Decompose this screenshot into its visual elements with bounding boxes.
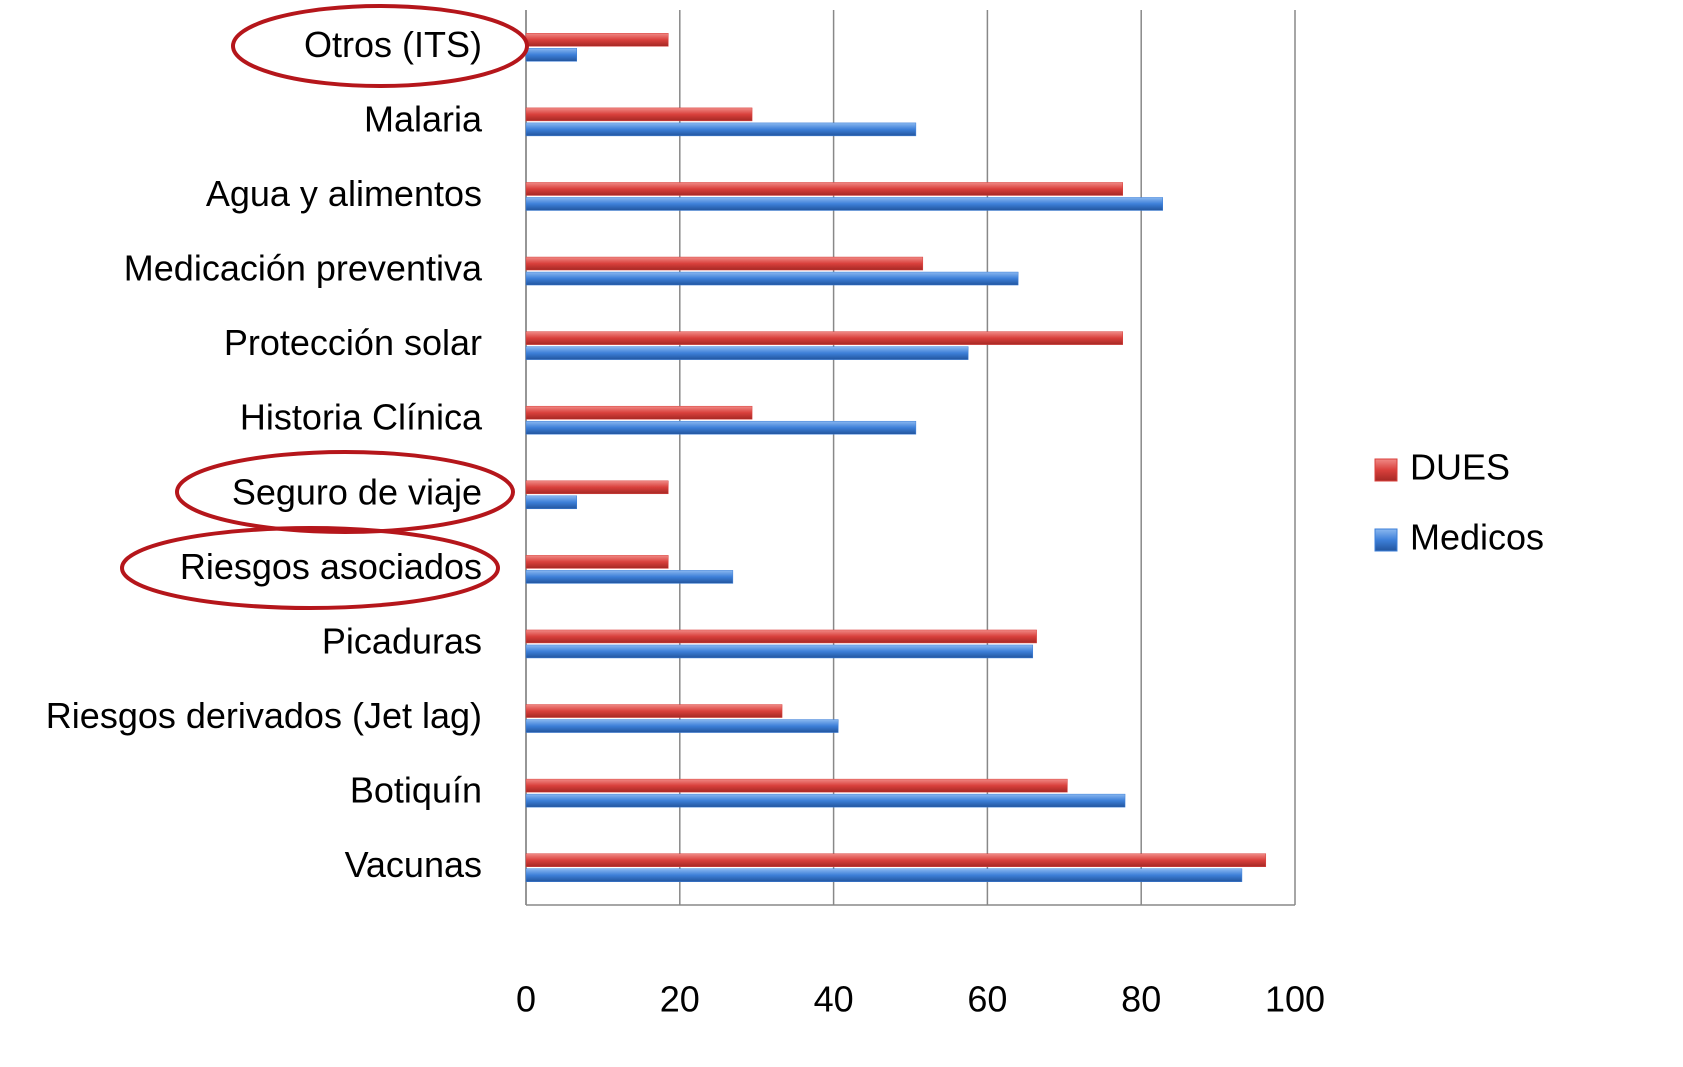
x-tick-label: 40 [814,979,854,1020]
y-tick-label: Vacunas [345,844,482,885]
bar [525,853,1267,867]
legend-label: Medicos [1410,517,1544,558]
y-tick-label: Protección solar [224,322,482,363]
y-tick-label: Riesgos derivados (Jet lag) [46,695,482,736]
bar [525,778,1068,793]
bar [525,271,1019,286]
annotations [120,4,529,610]
bar [525,405,753,420]
bar [525,420,917,435]
y-tick-label: Medicación preventiva [124,248,483,289]
highlight-ellipse [120,526,500,610]
x-tick-label: 0 [516,979,536,1020]
highlight-ellipse [231,4,529,88]
bar [525,256,924,271]
y-tick-label: Seguro de viaje [232,471,482,512]
bar [525,331,1123,345]
bar [525,122,917,137]
x-tick-label: 80 [1121,979,1161,1020]
bar [525,48,578,62]
y-tick-label: Otros (ITS) [304,24,482,65]
y-tick-label: Historia Clínica [240,397,483,438]
legend-label: DUES [1410,447,1510,488]
x-tick-label: 20 [660,979,700,1020]
y-tick-label: Botiquín [350,770,482,811]
bar [525,495,578,510]
bar [525,719,839,733]
bar [525,197,1163,211]
bar [525,346,969,360]
bar [525,644,1034,659]
bar [525,33,669,47]
legend-swatch [1374,528,1398,552]
y-tick-label: Agua y alimentos [206,173,482,214]
bar [525,570,734,584]
highlight-ellipse [175,450,515,534]
bar [525,480,669,495]
y-tick-label: Malaria [364,98,483,139]
x-tick-label: 60 [967,979,1007,1020]
bar [525,555,669,569]
y-tick-label: Picaduras [322,620,482,661]
bar [525,793,1126,808]
y-tick-label: Riesgos asociados [180,546,482,587]
bar [525,868,1243,882]
bar [525,107,753,122]
bar [525,704,783,718]
bar [525,629,1037,644]
x-tick-label: 100 [1265,979,1325,1020]
legend-swatch [1374,458,1398,482]
bar [525,182,1123,196]
